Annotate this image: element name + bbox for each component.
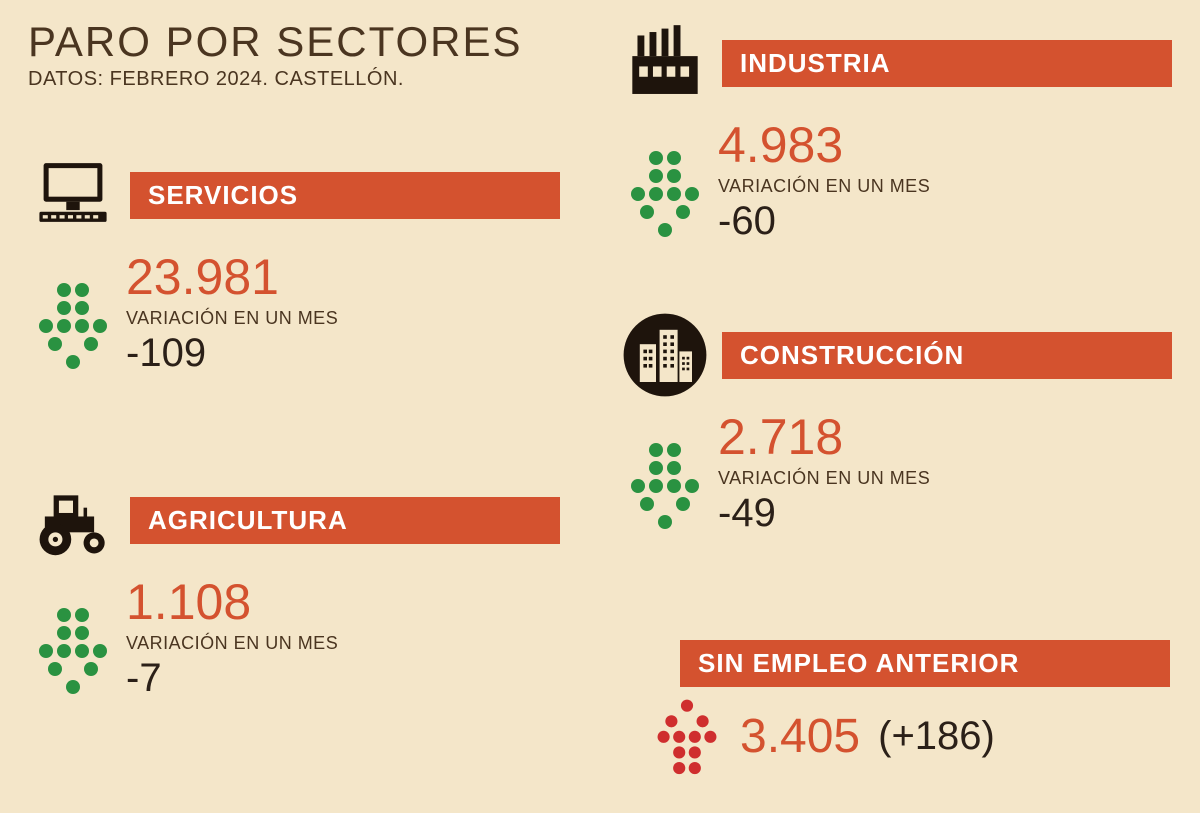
sector-value: 23.981 xyxy=(126,252,338,302)
arrow-up-icon xyxy=(652,697,722,775)
buildings-icon xyxy=(620,310,710,400)
sector-banner: SERVICIOS xyxy=(130,172,560,219)
computer-icon xyxy=(28,150,118,240)
variation-label: VARIACIÓN EN UN MES xyxy=(718,176,930,197)
arrow-down-icon xyxy=(630,150,700,240)
sector-value: 2.718 xyxy=(718,412,930,462)
tractor-icon xyxy=(28,475,118,565)
sector-agricultura: AGRICULTURA 1.108 VARIACIÓN EN UN MES -7 xyxy=(28,475,560,700)
sector-banner: CONSTRUCCIÓN xyxy=(722,332,1172,379)
variation-value: -7 xyxy=(126,656,338,700)
variation-value: -49 xyxy=(718,491,930,535)
sector-banner: AGRICULTURA xyxy=(130,497,560,544)
variation-label: VARIACIÓN EN UN MES xyxy=(126,633,338,654)
sector-construccion: CONSTRUCCIÓN 2.718 VARIACIÓN EN UN MES -… xyxy=(620,310,1172,535)
sector-banner: INDUSTRIA xyxy=(722,40,1172,87)
sector-value: 3.405 xyxy=(740,709,860,764)
arrow-down-icon xyxy=(38,282,108,372)
variation-label: VARIACIÓN EN UN MES xyxy=(126,308,338,329)
variation-value: -109 xyxy=(126,331,338,375)
sector-servicios: SERVICIOS 23.981 VARIACIÓN EN UN MES -10… xyxy=(28,150,560,375)
variation-value: (+186) xyxy=(878,714,995,759)
sector-value: 4.983 xyxy=(718,120,930,170)
variation-label: VARIACIÓN EN UN MES xyxy=(718,468,930,489)
sector-sin-empleo: SIN EMPLEO ANTERIOR 3.405 (+186) xyxy=(620,640,1170,775)
variation-value: -60 xyxy=(718,199,930,243)
factory-icon xyxy=(620,18,710,108)
sector-industria: INDUSTRIA 4.983 VARIACIÓN EN UN MES -60 xyxy=(620,18,1172,243)
arrow-down-icon xyxy=(38,607,108,697)
sector-banner: SIN EMPLEO ANTERIOR xyxy=(680,640,1170,687)
sector-value: 1.108 xyxy=(126,577,338,627)
arrow-down-icon xyxy=(630,442,700,532)
